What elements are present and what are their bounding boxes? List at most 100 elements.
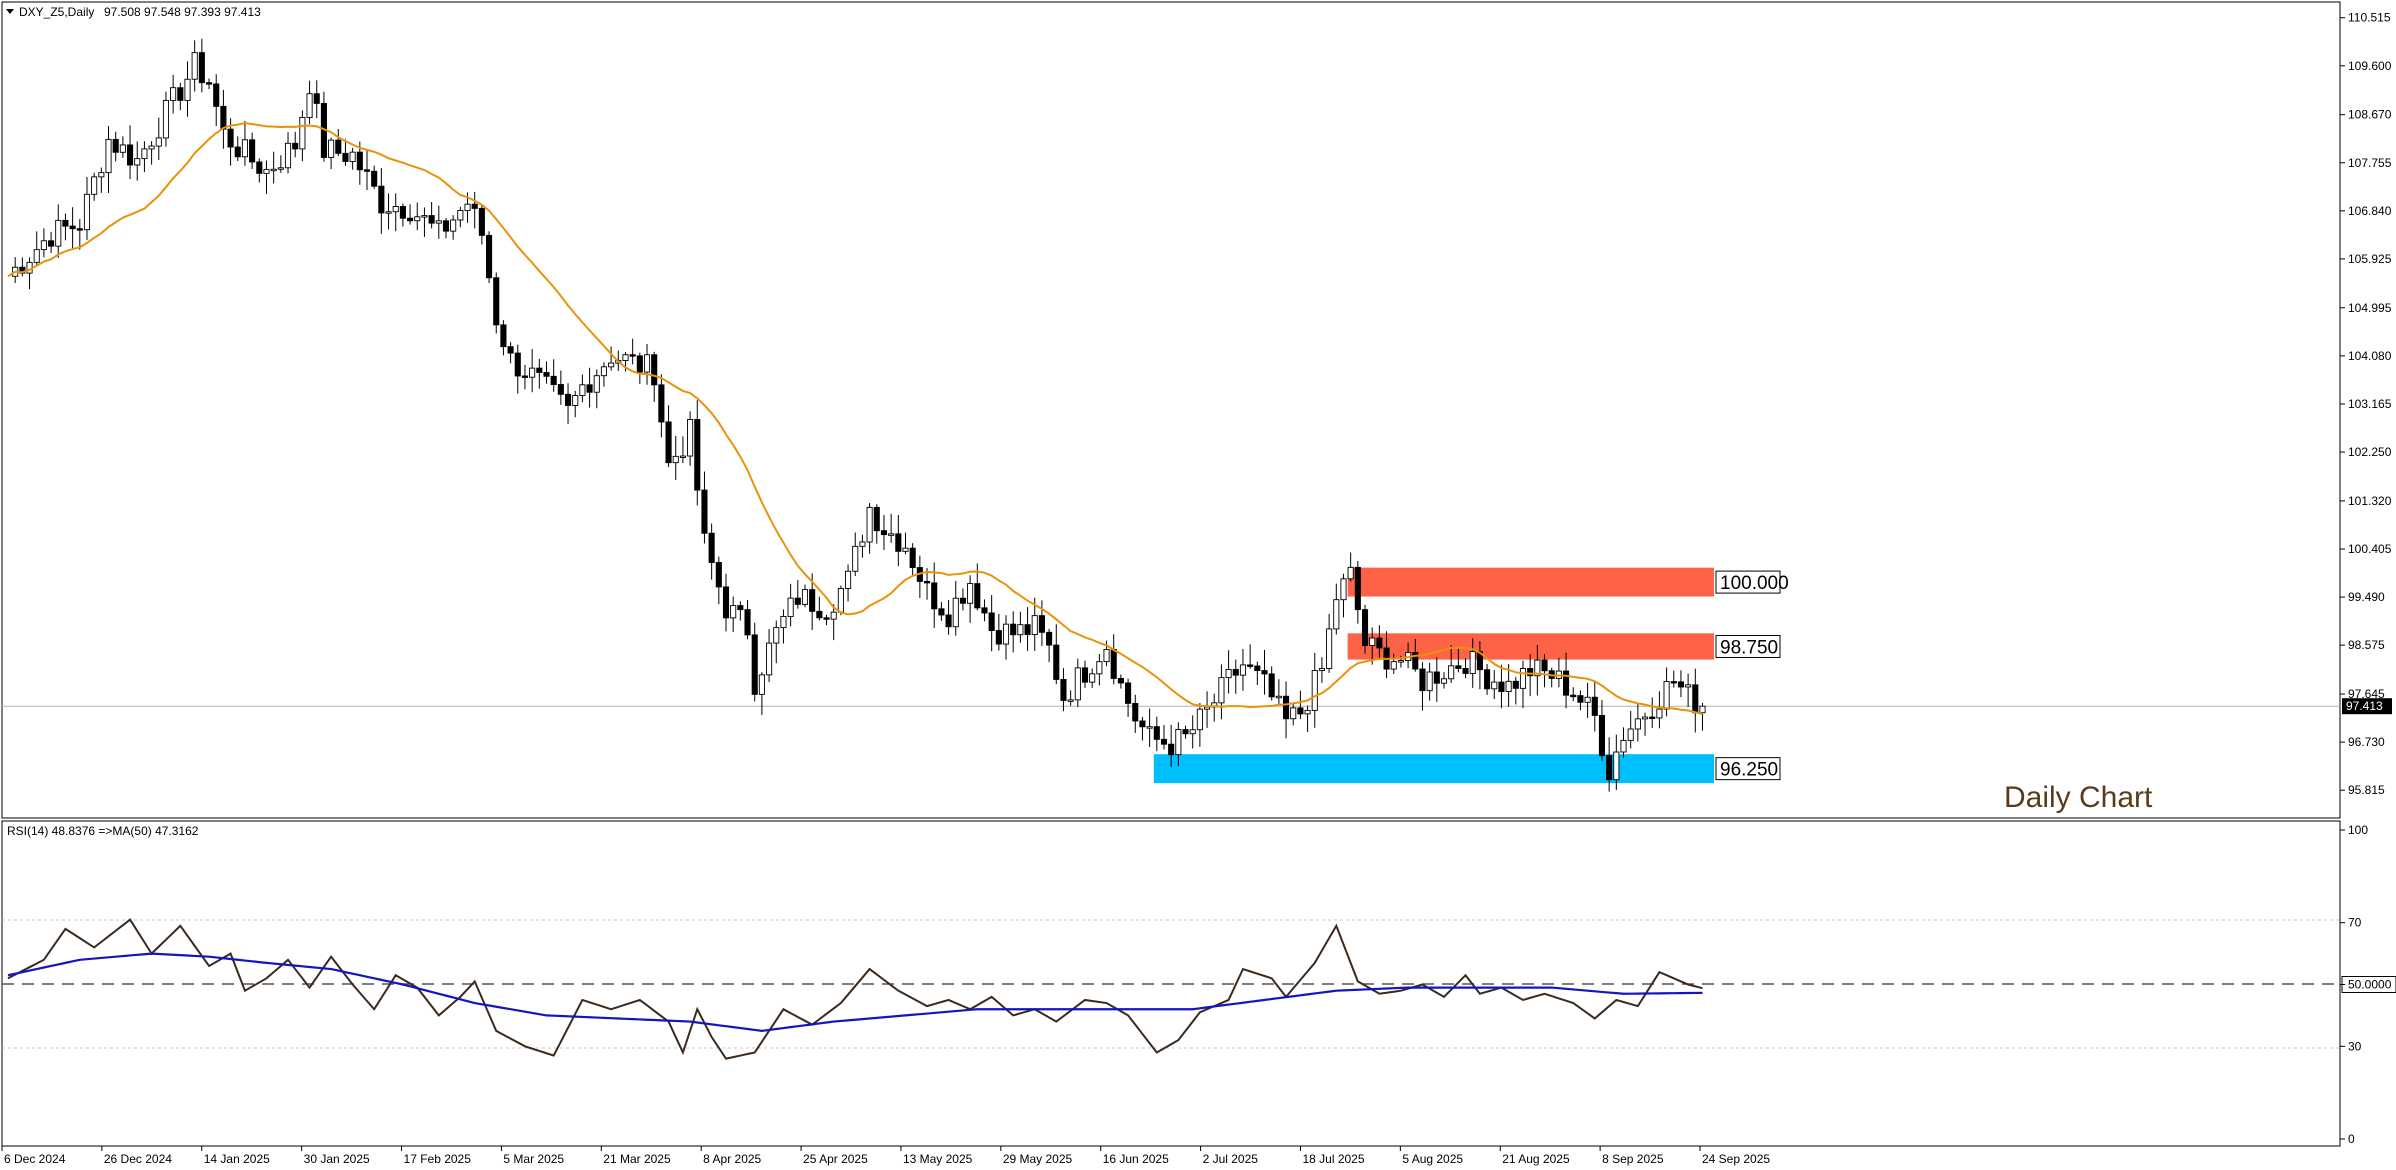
candles bbox=[12, 38, 1706, 792]
candle-body bbox=[428, 215, 435, 224]
candle-body bbox=[1189, 729, 1196, 735]
zone-96.250 bbox=[1153, 754, 1714, 784]
candle-body bbox=[76, 228, 83, 231]
y-tick-label: 97.645 bbox=[2348, 687, 2385, 701]
candle-body bbox=[1096, 661, 1103, 675]
candle-body bbox=[952, 597, 959, 628]
y-tick-label: 106.840 bbox=[2348, 204, 2392, 218]
candle-body bbox=[69, 225, 76, 230]
candle-body bbox=[766, 642, 773, 676]
rsi-tick-label: 50.0000 bbox=[2348, 978, 2392, 992]
candle-body bbox=[1010, 623, 1017, 636]
zone-label-box bbox=[1715, 570, 1781, 594]
x-tick-label: 2 Jul 2025 bbox=[1203, 1152, 1259, 1166]
candle-body bbox=[1318, 668, 1325, 671]
candle-body bbox=[450, 219, 457, 232]
candle-body bbox=[1484, 669, 1491, 690]
candle-body bbox=[48, 240, 55, 247]
y-tick-label: 102.250 bbox=[2348, 445, 2392, 459]
candle-body bbox=[1606, 755, 1613, 781]
candle-body bbox=[442, 220, 450, 232]
rsi-tick-label: 0 bbox=[2348, 1132, 2355, 1146]
x-tick-label: 21 Mar 2025 bbox=[603, 1152, 671, 1166]
candle-body bbox=[328, 139, 335, 158]
candle-body bbox=[1275, 695, 1282, 699]
candle-body bbox=[464, 203, 471, 211]
x-tick-label: 6 Dec 2024 bbox=[4, 1152, 66, 1166]
candle-body bbox=[177, 87, 184, 101]
candle-body bbox=[493, 277, 500, 326]
x-tick-label: 5 Mar 2025 bbox=[503, 1152, 564, 1166]
candle-body bbox=[471, 203, 478, 209]
candle-body bbox=[1304, 709, 1311, 715]
candle-body bbox=[1498, 681, 1505, 692]
candle-body bbox=[249, 139, 256, 163]
candle-body bbox=[1002, 623, 1010, 645]
candle-body bbox=[1125, 682, 1132, 704]
candle-body bbox=[170, 87, 177, 101]
candle-body bbox=[155, 137, 162, 147]
y-tick-label: 107.755 bbox=[2348, 156, 2392, 170]
main-pane-frame bbox=[1, 1, 2341, 819]
moving-average-line bbox=[7, 121, 1703, 715]
candle-body bbox=[622, 354, 629, 361]
candle-body bbox=[256, 161, 263, 174]
candle-body bbox=[299, 116, 306, 150]
candle-body bbox=[263, 169, 270, 174]
candle-body bbox=[600, 366, 607, 377]
rsi-tick-label: 100 bbox=[2348, 823, 2368, 837]
candle-body bbox=[227, 128, 234, 148]
candle-body bbox=[399, 206, 406, 219]
candle-body bbox=[1397, 660, 1404, 663]
candle-body bbox=[830, 611, 837, 620]
candle-body bbox=[1591, 696, 1598, 716]
candle-body bbox=[1347, 566, 1354, 580]
candle-body bbox=[1448, 665, 1455, 680]
x-tick-label: 13 May 2025 bbox=[903, 1152, 973, 1166]
candle-body bbox=[407, 217, 414, 222]
candle-body bbox=[651, 354, 658, 386]
candle-body bbox=[608, 362, 615, 368]
candle-body bbox=[1354, 566, 1361, 611]
candle-body bbox=[1634, 718, 1641, 730]
candle-body bbox=[241, 139, 248, 158]
collapse-triangle-icon[interactable] bbox=[6, 9, 14, 14]
x-tick-label: 5 Aug 2025 bbox=[1402, 1152, 1463, 1166]
candle-body bbox=[1175, 729, 1182, 756]
candle-body bbox=[536, 367, 543, 373]
candle-body bbox=[1132, 702, 1139, 722]
candle-body bbox=[1297, 707, 1304, 715]
candle-body bbox=[500, 324, 507, 348]
candle-body bbox=[378, 185, 385, 214]
candle-body bbox=[1527, 667, 1534, 677]
candle-body bbox=[1677, 681, 1684, 688]
rsi-ma-line bbox=[7, 952, 1703, 1032]
last-price-label: 97.413 bbox=[2346, 699, 2383, 713]
candle-body bbox=[945, 614, 952, 628]
y-tick-label: 110.515 bbox=[2348, 11, 2391, 25]
candle-body bbox=[593, 375, 600, 393]
candle-body bbox=[191, 52, 198, 80]
candle-body bbox=[658, 384, 665, 423]
candle-body bbox=[837, 588, 844, 613]
candle-body bbox=[507, 346, 514, 354]
candle-body bbox=[737, 605, 744, 611]
zone-label: 98.750 bbox=[1720, 637, 1778, 658]
candle-body bbox=[780, 615, 787, 629]
candle-body bbox=[514, 352, 521, 377]
candle-body bbox=[234, 146, 241, 158]
candle-body bbox=[1089, 673, 1096, 683]
candle-body bbox=[1649, 716, 1656, 720]
candle-body bbox=[636, 355, 643, 373]
candle-body bbox=[486, 234, 493, 279]
candle-body bbox=[1017, 624, 1024, 636]
candle-body bbox=[306, 93, 313, 118]
candle-body bbox=[880, 530, 888, 536]
candle-body bbox=[1168, 743, 1175, 756]
candle-body bbox=[923, 580, 931, 584]
candle-body bbox=[1577, 695, 1584, 703]
x-tick-label: 8 Apr 2025 bbox=[703, 1152, 761, 1166]
last-price-badge bbox=[2342, 698, 2392, 715]
zone-label: 96.250 bbox=[1720, 760, 1778, 781]
zone-98.750 bbox=[1347, 633, 1714, 660]
